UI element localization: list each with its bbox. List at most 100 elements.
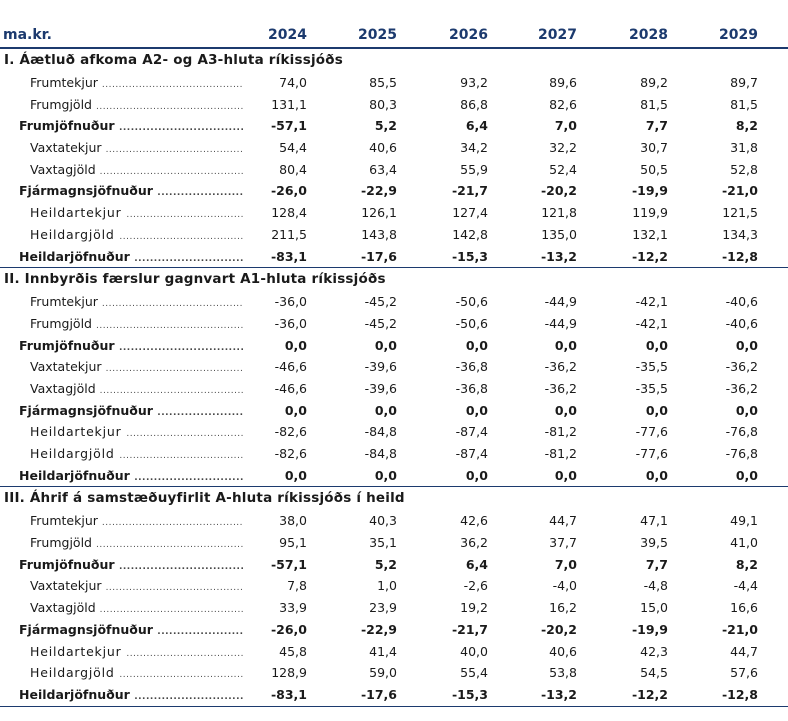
table-row: Frumtekjur .............................… [0,72,788,94]
cell-value: -19,9 [631,621,668,637]
cell-value: 128,4 [271,205,307,221]
row-label: Heildargjöld ...........................… [30,662,243,687]
row-label-text: Vaxtagjöld [30,380,96,396]
cell-value: -21,7 [451,621,488,637]
year-header-2025: 2025 [358,27,397,43]
cell-value: -22,9 [360,183,397,199]
cell-value: -12,8 [721,248,758,264]
cell-value: 127,4 [452,205,488,221]
row-label: Heildargjöld ...........................… [30,224,243,249]
year-header-2024: 2024 [268,27,307,43]
leader-dots: ........................................… [105,364,243,375]
row-label: Heildarjöfnuður ........................… [19,246,243,271]
leader-dots: ........................................… [126,429,243,440]
cell-value: 211,5 [271,226,307,242]
cell-value: -77,6 [635,446,668,461]
cell-value: 131,1 [271,96,307,112]
row-label: Vaxtagjöld .............................… [30,159,243,184]
row-label: Vaxtatekjur ............................… [30,356,243,381]
cell-value: -15,3 [451,248,488,264]
year-header-2027: 2027 [538,27,577,43]
section-title: II. Innbyrðis færslur gagnvart A1-hluta … [4,271,386,288]
row-label: Fjármagnsjöfnuður ......................… [19,400,243,425]
row-label-text: Frumgjöld [30,96,92,112]
table-row: Heildargjöld ...........................… [0,224,788,246]
cell-value: 41,0 [730,535,758,551]
leader-dots: ........................................… [118,123,243,134]
cell-value: -46,6 [274,380,307,396]
cell-value: 7,0 [554,556,577,572]
table-row: Heildartekjur ..........................… [0,421,788,443]
leader-dots: ........................................… [157,626,243,637]
cell-value: -36,8 [455,380,488,396]
table-body: I. Áætluð afkoma A2- og A3-hluta ríkissj… [0,49,788,707]
year-header-2026: 2026 [449,27,488,43]
row-label: Frumjöfnuður ...........................… [19,115,243,140]
cell-value: -83,1 [270,686,307,702]
cell-value: 45,8 [279,643,307,659]
row-label-text: Frumjöfnuður [19,556,115,572]
cell-value: 59,0 [369,665,397,681]
cell-value: -81,2 [544,446,577,461]
cell-value: 40,6 [369,140,397,156]
cell-value: 7,7 [645,556,668,572]
subtotal-row: Frumjöfnuður ...........................… [0,554,788,576]
cell-value: -4,8 [643,578,668,594]
row-label-text: Heildartekjur [30,424,122,440]
cell-value: 81,5 [640,96,668,112]
cell-value: 132,1 [632,226,668,242]
row-label-text: Heildarjöfnuður [19,686,130,702]
cell-value: -39,6 [364,359,397,375]
leader-dots: ........................................… [126,648,243,659]
year-header-2029: 2029 [719,27,758,43]
cell-value: 34,2 [460,140,488,156]
table-row: Heildargjöld ...........................… [0,662,788,684]
table-row: Heildargjöld ...........................… [0,443,788,465]
leader-dots: ........................................… [105,583,243,594]
row-label: Vaxtagjöld .............................… [30,378,243,403]
cell-value: 42,6 [460,513,488,529]
row-label-text: Frumtekjur [30,75,98,90]
cell-value: 93,2 [460,75,488,90]
cell-value: 0,0 [465,337,488,353]
cell-value: 8,2 [735,556,758,572]
row-label: Heildartekjur ..........................… [30,641,243,666]
cell-value: -17,6 [360,248,397,264]
row-label-text: Vaxtatekjur [30,140,102,156]
cell-value: 95,1 [279,535,307,551]
cell-value: -84,8 [364,446,397,461]
row-label: Frumtekjur .............................… [30,510,243,535]
cell-value: 0,0 [645,402,668,418]
row-label-text: Frumgjöld [30,535,92,551]
leader-dots: ........................................… [134,472,243,483]
cell-value: -19,9 [631,183,668,199]
cell-value: -81,2 [544,424,577,440]
cell-value: 7,8 [287,578,307,594]
cell-value: 16,2 [549,600,577,616]
cell-value: 54,5 [640,665,668,681]
cell-value: 19,2 [460,600,488,616]
row-label: Heildarjöfnuður ........................… [19,684,243,709]
cell-value: -21,0 [721,621,758,637]
table-row: Heildartekjur ..........................… [0,641,788,663]
cell-value: 38,0 [279,513,307,529]
leader-dots: ........................................… [134,253,243,264]
cell-value: 6,4 [465,118,488,134]
row-label-text: Heildartekjur [30,643,122,659]
row-label: Heildarjöfnuður ........................… [19,465,243,490]
cell-value: -39,6 [364,380,397,396]
cell-value: 0,0 [284,337,307,353]
table-section: II. Innbyrðis færslur gagnvart A1-hluta … [0,268,788,490]
leader-dots: ........................................… [157,407,243,418]
cell-value: -36,2 [725,380,758,396]
cell-value: 89,6 [549,75,577,90]
cell-value: -22,9 [360,621,397,637]
row-label-text: Frumgjöld [30,315,92,331]
subtotal-row: Heildarjöfnuður ........................… [0,684,788,706]
leader-dots: ........................................… [126,210,243,221]
row-label: Frumgjöld ..............................… [30,313,243,338]
leader-dots: ........................................… [134,691,243,702]
cell-value: 80,4 [279,161,307,177]
cell-value: 37,7 [549,535,577,551]
cell-value: -57,1 [270,556,307,572]
